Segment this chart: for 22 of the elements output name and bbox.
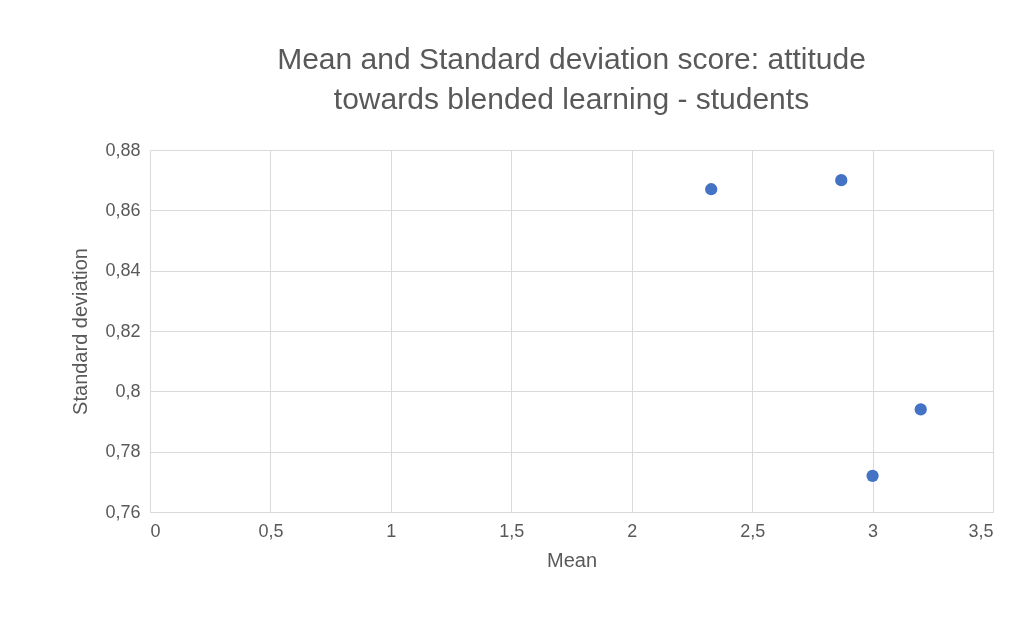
- x-tick-label: 3,5: [968, 520, 994, 541]
- y-tick-label: 0,88: [105, 139, 141, 160]
- x-tick-label: 1,5: [499, 520, 525, 541]
- x-tick-label: 2: [627, 520, 638, 541]
- x-tick-label: 0: [150, 520, 161, 541]
- y-tick-label: 0,8: [115, 380, 141, 401]
- x-tick-label: 1: [386, 520, 397, 541]
- x-tick-label: 2,5: [740, 520, 766, 541]
- y-tick-label: 0,82: [105, 320, 141, 341]
- y-tick-label: 0,86: [105, 199, 141, 220]
- point: [705, 183, 718, 196]
- y-tick-label: 0,78: [105, 441, 141, 462]
- point: [866, 469, 879, 482]
- x-axis-title: Mean: [546, 548, 598, 571]
- chart-title: Mean and Standard deviation score: attitude towards blended learning - students: [277, 42, 866, 115]
- point: [835, 174, 848, 187]
- y-axis-title: Standard deviation: [69, 248, 92, 415]
- y-tick-label: 0,84: [105, 260, 141, 281]
- x-tick-label: 0,5: [258, 520, 284, 541]
- y-tick-label: 0,76: [105, 501, 141, 522]
- point: [914, 403, 927, 416]
- x-tick-label: 3: [868, 520, 879, 541]
